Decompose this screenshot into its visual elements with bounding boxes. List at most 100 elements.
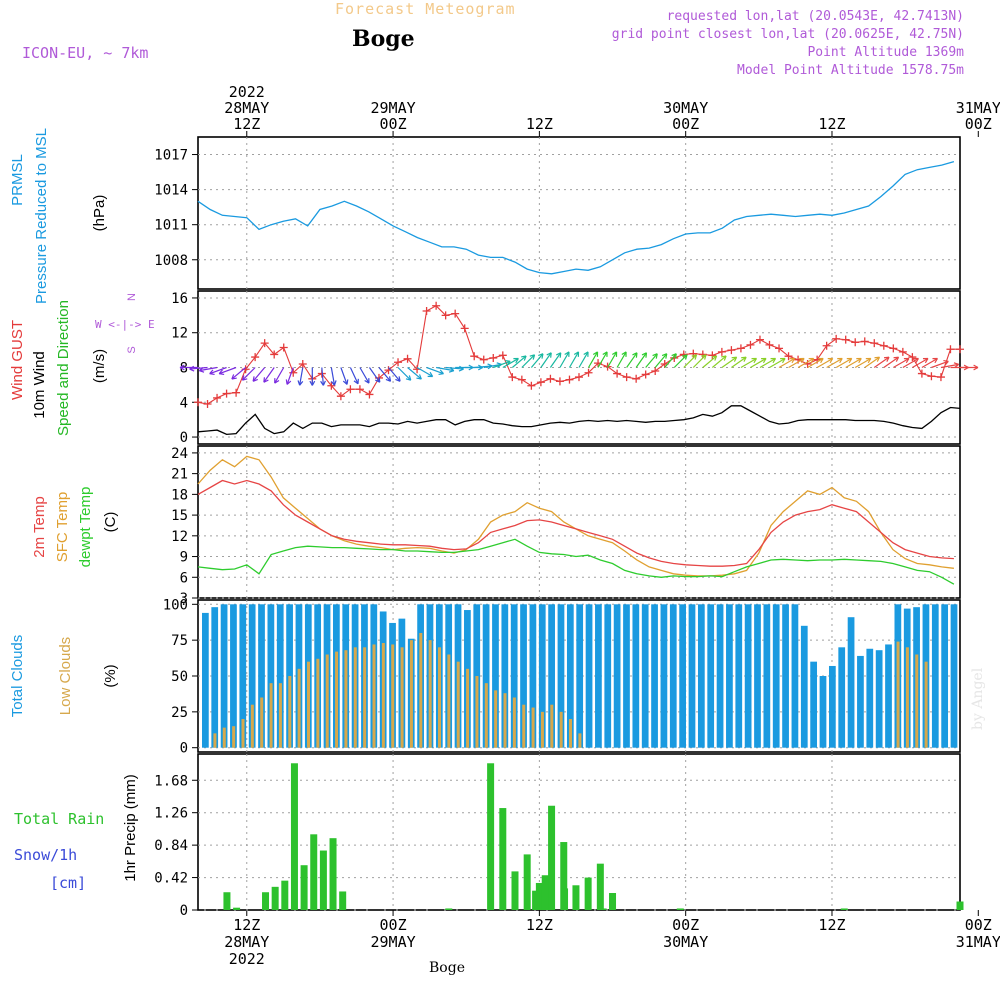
low-cloud-bar bbox=[260, 697, 264, 748]
wind-direction-arrowhead bbox=[285, 379, 292, 385]
gust-marker bbox=[860, 337, 869, 346]
wind-direction-arrow bbox=[559, 351, 570, 368]
wind-direction-arrow bbox=[616, 351, 627, 368]
temp-label-2m: 2m Temp bbox=[31, 496, 48, 557]
total-cloud-bar bbox=[697, 604, 705, 748]
y-tick-label: 0.84 bbox=[154, 838, 188, 854]
gust-marker bbox=[736, 344, 745, 353]
y-tick-label: 0 bbox=[180, 903, 188, 919]
gust-marker bbox=[441, 311, 450, 320]
wind-direction-arrow bbox=[199, 366, 218, 372]
y-tick-label: 25 bbox=[171, 705, 188, 721]
gust-marker bbox=[279, 343, 288, 352]
y-tick-label: 16 bbox=[171, 291, 188, 307]
wind-label-10m: 10m Wind bbox=[31, 351, 48, 419]
wind-direction-arrow bbox=[664, 353, 677, 368]
wind-direction-arrow bbox=[359, 367, 370, 384]
point-altitude: Point Altitude 1369m bbox=[807, 45, 964, 60]
wind-direction-arrow bbox=[218, 366, 237, 375]
gust-marker bbox=[470, 352, 479, 361]
y-tick-label: 6 bbox=[180, 570, 188, 586]
top-time-label: 12Z bbox=[526, 115, 553, 133]
gust-marker bbox=[956, 345, 964, 354]
wind-direction-arrow bbox=[407, 367, 422, 380]
wind-direction-arrowhead bbox=[529, 354, 536, 360]
total-cloud-bar bbox=[754, 604, 761, 748]
wind-direction-arrow bbox=[340, 367, 348, 385]
total-cloud-bar bbox=[501, 604, 509, 748]
wind-direction-arrow bbox=[721, 356, 737, 368]
low-cloud-bar bbox=[466, 668, 470, 748]
y-tick-label: 50 bbox=[171, 669, 188, 685]
panel-frame-temperature bbox=[197, 445, 961, 599]
rain-bar bbox=[310, 834, 318, 910]
wind-direction-arrow bbox=[388, 367, 401, 382]
rain-bar bbox=[300, 865, 308, 910]
compass-north: N bbox=[126, 293, 138, 301]
wind-direction-arrow bbox=[845, 357, 862, 369]
wind-direction-arrowhead bbox=[320, 380, 326, 386]
wind-direction-arrowhead bbox=[218, 369, 225, 376]
gust-marker bbox=[870, 339, 879, 348]
clouds-unit: (%) bbox=[102, 664, 119, 687]
wind-direction-arrowhead bbox=[770, 357, 777, 364]
total-cloud-bar bbox=[819, 676, 827, 748]
wind-direction-arrow bbox=[654, 353, 668, 368]
pressure-label-prmsl: PRMSL bbox=[9, 154, 26, 206]
y-tick-label: 1014 bbox=[154, 183, 188, 199]
wind-direction-arrowhead bbox=[932, 357, 939, 364]
gust-marker bbox=[708, 351, 717, 360]
total-cloud-bar bbox=[613, 604, 621, 748]
total-cloud-bar bbox=[482, 604, 490, 748]
wind-direction-arrowhead bbox=[427, 371, 434, 378]
total-cloud-bar bbox=[941, 604, 949, 748]
rain-bar bbox=[840, 908, 848, 910]
rain-bar bbox=[548, 805, 556, 910]
wind-direction-arrowhead bbox=[865, 357, 872, 364]
y-tick-label: 1008 bbox=[154, 253, 188, 269]
low-cloud-bar bbox=[896, 641, 900, 748]
wind-direction-arrowhead bbox=[632, 352, 638, 358]
temp-label-sfc: SFC Temp bbox=[54, 492, 71, 563]
low-cloud-bar bbox=[578, 733, 582, 748]
low-cloud-bar bbox=[494, 690, 498, 748]
gust-marker bbox=[479, 355, 488, 364]
y-tick-label: 24 bbox=[171, 446, 188, 462]
wind-direction-arrow bbox=[252, 367, 266, 382]
gust-marker bbox=[270, 350, 279, 359]
total-cloud-bar bbox=[931, 604, 939, 748]
dewpt-line bbox=[197, 538, 955, 585]
wind-speed-line bbox=[197, 405, 961, 436]
rain-bar bbox=[532, 890, 540, 910]
rain-bar bbox=[281, 880, 289, 910]
wind-direction-arrow bbox=[597, 351, 608, 368]
rain-bar bbox=[541, 875, 549, 910]
wind-direction-arrowhead bbox=[780, 357, 786, 364]
gust-marker bbox=[403, 354, 412, 363]
y-tick-label: 15 bbox=[171, 508, 188, 524]
top-time-label: 00Z bbox=[380, 115, 407, 133]
total-cloud-bar bbox=[716, 604, 724, 748]
low-cloud-bar bbox=[232, 726, 236, 748]
total-cloud-bar bbox=[800, 625, 808, 748]
gust-marker bbox=[232, 388, 241, 397]
y-tick-label: 9 bbox=[180, 550, 188, 566]
rain-bar bbox=[339, 891, 347, 910]
rain-bar bbox=[271, 886, 279, 910]
low-cloud-bar bbox=[269, 683, 273, 748]
wind-direction-arrow bbox=[940, 363, 959, 369]
low-cloud-bar bbox=[353, 647, 357, 748]
rain-bar bbox=[572, 885, 580, 910]
wind-direction-arrow bbox=[873, 356, 890, 368]
y-tick-label: 1.68 bbox=[154, 773, 188, 789]
low-cloud-bar bbox=[559, 711, 563, 748]
rain-bar bbox=[487, 763, 495, 910]
wind-direction-arrowhead bbox=[405, 375, 412, 381]
gust-marker bbox=[460, 324, 469, 333]
wind-direction-arrow bbox=[921, 357, 938, 369]
wind-direction-arrow bbox=[189, 366, 208, 370]
top-time-label: 12Z bbox=[818, 115, 845, 133]
gust-marker bbox=[251, 353, 260, 362]
wind-direction-arrowhead bbox=[546, 352, 552, 358]
model-name: ICON-EU, ~ 7km bbox=[22, 44, 149, 62]
